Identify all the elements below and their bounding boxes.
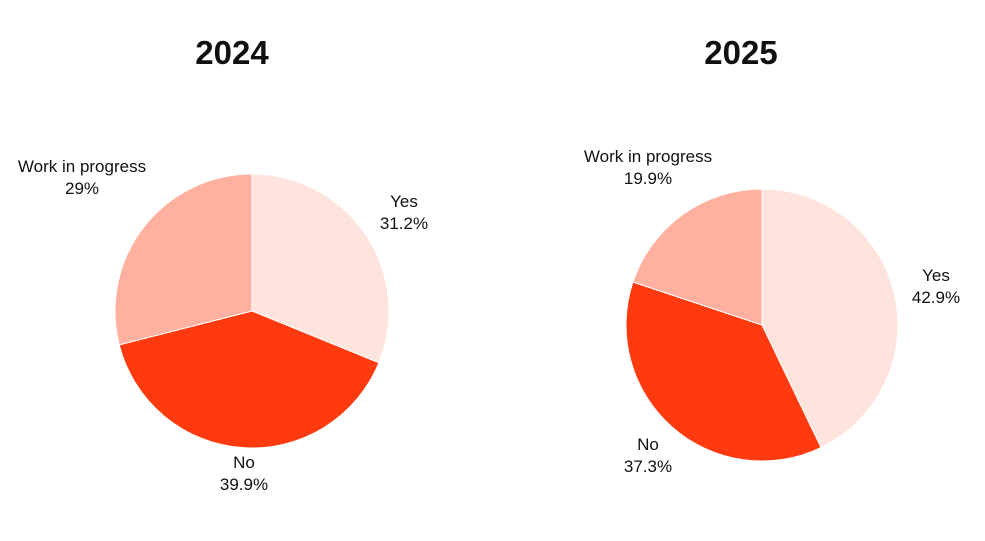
slice-value: 29% <box>64 179 100 198</box>
slice-name: No <box>233 453 255 472</box>
chart-title: 2024 <box>195 34 269 71</box>
slice-label-yes: Yes 31.2% <box>380 191 428 235</box>
slice-label-no: No 39.9% <box>220 452 268 496</box>
slice-value: 19.9% <box>623 169 673 188</box>
pie-2025-svg <box>625 188 899 462</box>
pie-2024-svg <box>114 173 390 449</box>
pie-slice-work-in-progress <box>114 173 253 346</box>
slice-label-work-in-progress: Work in progress 29% <box>18 156 146 200</box>
slice-name: Yes <box>390 192 418 211</box>
slice-value: 39.9% <box>219 475 269 494</box>
slice-name: Work in progress <box>583 147 713 166</box>
slice-name: Yes <box>922 266 950 285</box>
slice-value: 42.9% <box>911 288 961 307</box>
pie-slice-no <box>625 281 822 462</box>
pie-slice-yes <box>251 173 390 364</box>
pie-chart-2025: 2025 Yes 42.9% No 37.3% Work in progress… <box>492 0 985 541</box>
slice-name: Work in progress <box>17 157 147 176</box>
slice-label-work-in-progress: Work in progress 19.9% <box>584 146 712 190</box>
slice-label-no: No 37.3% <box>624 434 672 478</box>
chart-title: 2025 <box>704 34 778 71</box>
pie-slice-no <box>118 310 380 449</box>
slice-value: 37.3% <box>623 457 673 476</box>
pie-slice-yes <box>761 188 899 449</box>
pie-chart-2024: 2024 Yes 31.2% No 39.9% Work in progress… <box>0 0 492 541</box>
pie-slice-work-in-progress <box>632 188 763 326</box>
slice-value: 31.2% <box>379 214 429 233</box>
slice-label-yes: Yes 42.9% <box>912 265 960 309</box>
slice-name: No <box>637 435 659 454</box>
